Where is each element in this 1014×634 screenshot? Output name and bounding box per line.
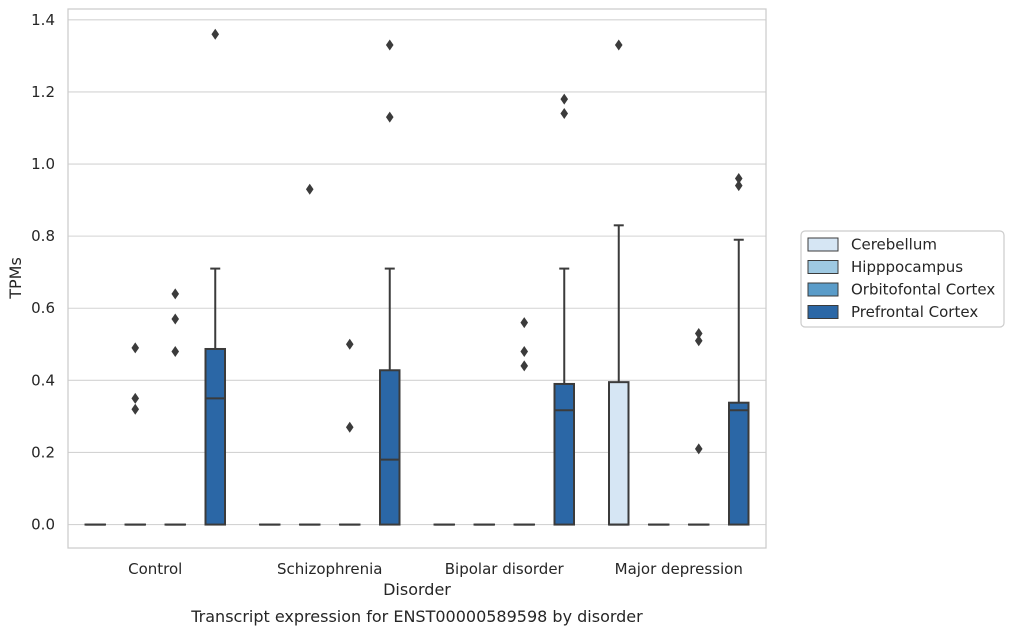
outlier-point [694, 335, 703, 347]
box [124, 342, 146, 526]
y-tick-label: 0.6 [31, 299, 55, 317]
box-body [728, 401, 750, 526]
x-tick-label: Bipolar disorder [445, 560, 565, 578]
legend-swatch [807, 305, 839, 319]
series-2 [164, 288, 710, 526]
legend: Cerebellum Hipppocampus Orbitofontal Corte… [800, 230, 1005, 328]
outlier-point [345, 421, 354, 433]
x-axis-title: Disorder [383, 580, 451, 599]
box-body [379, 369, 401, 526]
outlier-point [734, 180, 743, 192]
outlier-point [560, 93, 569, 105]
outlier-point [614, 39, 623, 51]
outlier-point [305, 183, 314, 195]
box-body [204, 347, 226, 526]
outlier-point [520, 360, 529, 372]
y-tick-label: 0.8 [31, 227, 55, 245]
series-0 [84, 39, 630, 526]
series-3 [204, 28, 750, 526]
outlier-point [560, 108, 569, 120]
box-body [608, 381, 630, 526]
chart-caption: Transcript expression for ENST0000058959… [190, 607, 643, 626]
outlier-point [171, 288, 180, 300]
box [688, 327, 710, 526]
x-axis-ticks: Control Schizophrenia Bipolar disorder Majo… [128, 560, 743, 578]
legend-label: Cerebellum [851, 236, 937, 254]
outlier-point [385, 111, 394, 123]
box-body [553, 382, 575, 526]
y-axis-title: TPMs [6, 257, 25, 300]
box [204, 28, 226, 526]
legend-label: Hipppocampus [851, 258, 963, 276]
outlier-point [131, 403, 140, 415]
box [513, 317, 535, 526]
y-tick-label: 0.0 [31, 516, 55, 534]
outlier-point [211, 28, 220, 40]
y-tick-label: 0.2 [31, 443, 55, 461]
outlier-point [734, 172, 743, 184]
outlier-point [131, 392, 140, 404]
box [339, 338, 361, 526]
x-tick-label: Major depression [615, 560, 743, 578]
y-axis-ticks: 0.0 0.2 0.4 0.6 0.8 1.0 1.2 1.4 [31, 11, 55, 534]
outlier-point [520, 346, 529, 358]
outlier-point [694, 327, 703, 339]
plot-frame [67, 8, 767, 549]
box [608, 39, 630, 526]
outlier-point [385, 39, 394, 51]
legend-label: Prefrontal Cortex [851, 303, 978, 321]
box-series [84, 28, 750, 526]
box [379, 39, 401, 526]
box [728, 172, 750, 526]
outlier-point [520, 317, 529, 329]
box [553, 93, 575, 526]
box [299, 183, 321, 526]
legend-frame [800, 230, 1005, 328]
y-tick-label: 1.4 [31, 11, 55, 29]
legend-swatch [807, 282, 839, 297]
y-tick-label: 1.2 [31, 83, 55, 101]
legend-label: Orbitofontal Cortex [851, 281, 995, 299]
legend-swatch [807, 260, 839, 274]
y-tick-label: 0.4 [31, 371, 55, 389]
outlier-point [694, 443, 703, 455]
series-1 [124, 183, 670, 526]
box [164, 288, 186, 526]
outlier-point [131, 342, 140, 354]
y-tick-label: 1.0 [31, 155, 55, 173]
x-tick-label: Control [128, 560, 182, 578]
outlier-point [171, 346, 180, 358]
x-tick-label: Schizophrenia [277, 560, 382, 578]
outlier-point [345, 338, 354, 350]
legend-swatch [807, 237, 839, 252]
outlier-point [171, 313, 180, 325]
